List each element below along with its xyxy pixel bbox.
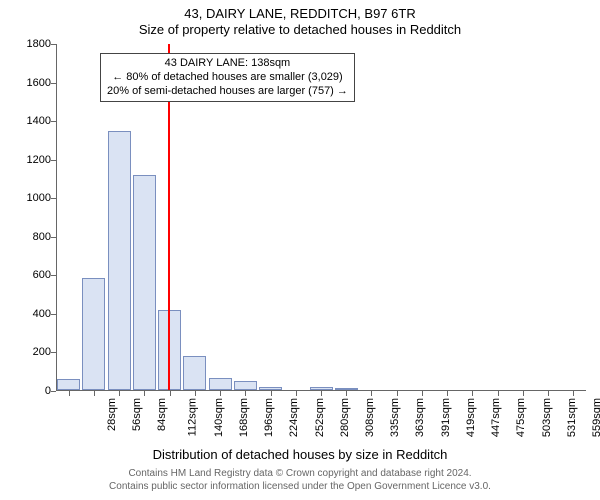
y-tick-mark xyxy=(51,237,56,238)
x-tick-label: 363sqm xyxy=(415,398,427,437)
x-tick-label: 391sqm xyxy=(440,398,452,437)
y-tick-label: 800 xyxy=(33,231,51,243)
x-tick-mark xyxy=(472,391,473,396)
attribution-line1: Contains HM Land Registry data © Crown c… xyxy=(0,468,600,481)
x-tick-mark xyxy=(447,391,448,396)
histogram-bar xyxy=(234,381,257,390)
x-tick-mark xyxy=(397,391,398,396)
annotation-box: 43 DAIRY LANE: 138sqm ← 80% of detached … xyxy=(100,53,355,102)
x-tick-mark xyxy=(144,391,145,396)
histogram-bar xyxy=(108,131,131,390)
y-tick-label: 1000 xyxy=(27,192,51,204)
x-tick-mark xyxy=(573,391,574,396)
x-tick-mark xyxy=(271,391,272,396)
x-tick-label: 475sqm xyxy=(516,398,528,437)
x-tick-label: 28sqm xyxy=(106,398,118,431)
x-tick-label: 56sqm xyxy=(131,398,143,431)
x-tick-mark xyxy=(371,391,372,396)
y-tick-label: 1400 xyxy=(27,115,51,127)
x-tick-mark xyxy=(296,391,297,396)
histogram-bar xyxy=(335,388,358,390)
histogram-bar xyxy=(57,379,80,390)
x-tick-mark xyxy=(523,391,524,396)
y-tick-mark xyxy=(51,44,56,45)
x-tick-mark xyxy=(94,391,95,396)
histogram-bar xyxy=(183,356,206,390)
y-tick-label: 1800 xyxy=(27,38,51,50)
x-tick-label: 168sqm xyxy=(238,398,250,437)
y-tick-label: 1600 xyxy=(27,77,51,89)
x-tick-label: 84sqm xyxy=(156,398,168,431)
y-tick-label: 200 xyxy=(33,346,51,358)
x-tick-mark xyxy=(69,391,70,396)
x-tick-label: 308sqm xyxy=(364,398,376,437)
x-tick-mark xyxy=(321,391,322,396)
x-tick-label: 419sqm xyxy=(465,398,477,437)
y-tick-mark xyxy=(51,391,56,392)
x-tick-label: 252sqm xyxy=(314,398,326,437)
histogram-bar xyxy=(259,387,282,390)
x-tick-label: 196sqm xyxy=(263,398,275,437)
y-tick-label: 400 xyxy=(33,308,51,320)
y-tick-mark xyxy=(51,198,56,199)
title-line1: 43, DAIRY LANE, REDDITCH, B97 6TR xyxy=(0,6,600,21)
title-line2: Size of property relative to detached ho… xyxy=(0,22,600,37)
y-tick-label: 1200 xyxy=(27,154,51,166)
y-tick-mark xyxy=(51,83,56,84)
y-tick-mark xyxy=(51,275,56,276)
attribution-line2: Contains public sector information licen… xyxy=(0,481,600,494)
x-tick-mark xyxy=(195,391,196,396)
x-tick-label: 447sqm xyxy=(490,398,502,437)
x-tick-mark xyxy=(548,391,549,396)
y-tick-mark xyxy=(51,352,56,353)
histogram-bar xyxy=(133,175,156,390)
x-tick-label: 280sqm xyxy=(339,398,351,437)
annotation-line2: ← 80% of detached houses are smaller (3,… xyxy=(107,71,348,85)
x-tick-mark xyxy=(170,391,171,396)
x-tick-mark xyxy=(220,391,221,396)
x-tick-label: 531sqm xyxy=(566,398,578,437)
x-tick-label: 224sqm xyxy=(288,398,300,437)
annotation-line3: 20% of semi-detached houses are larger (… xyxy=(107,85,348,99)
x-tick-label: 112sqm xyxy=(187,398,199,436)
x-tick-mark xyxy=(498,391,499,396)
y-tick-mark xyxy=(51,160,56,161)
x-tick-label: 503sqm xyxy=(541,398,553,437)
x-tick-mark xyxy=(245,391,246,396)
attribution: Contains HM Land Registry data © Crown c… xyxy=(0,468,600,493)
y-tick-mark xyxy=(51,121,56,122)
histogram-bar xyxy=(209,378,232,390)
histogram-bar xyxy=(310,387,333,390)
x-tick-mark xyxy=(119,391,120,396)
x-tick-label: 335sqm xyxy=(389,398,401,437)
x-tick-mark xyxy=(422,391,423,396)
x-axis-label: Distribution of detached houses by size … xyxy=(0,447,600,462)
x-tick-label: 559sqm xyxy=(591,398,600,437)
x-tick-mark xyxy=(346,391,347,396)
y-tick-mark xyxy=(51,314,56,315)
y-tick-label: 600 xyxy=(33,269,51,281)
x-tick-label: 140sqm xyxy=(213,398,225,437)
histogram-bar xyxy=(82,278,105,390)
annotation-line1: 43 DAIRY LANE: 138sqm xyxy=(107,57,348,71)
